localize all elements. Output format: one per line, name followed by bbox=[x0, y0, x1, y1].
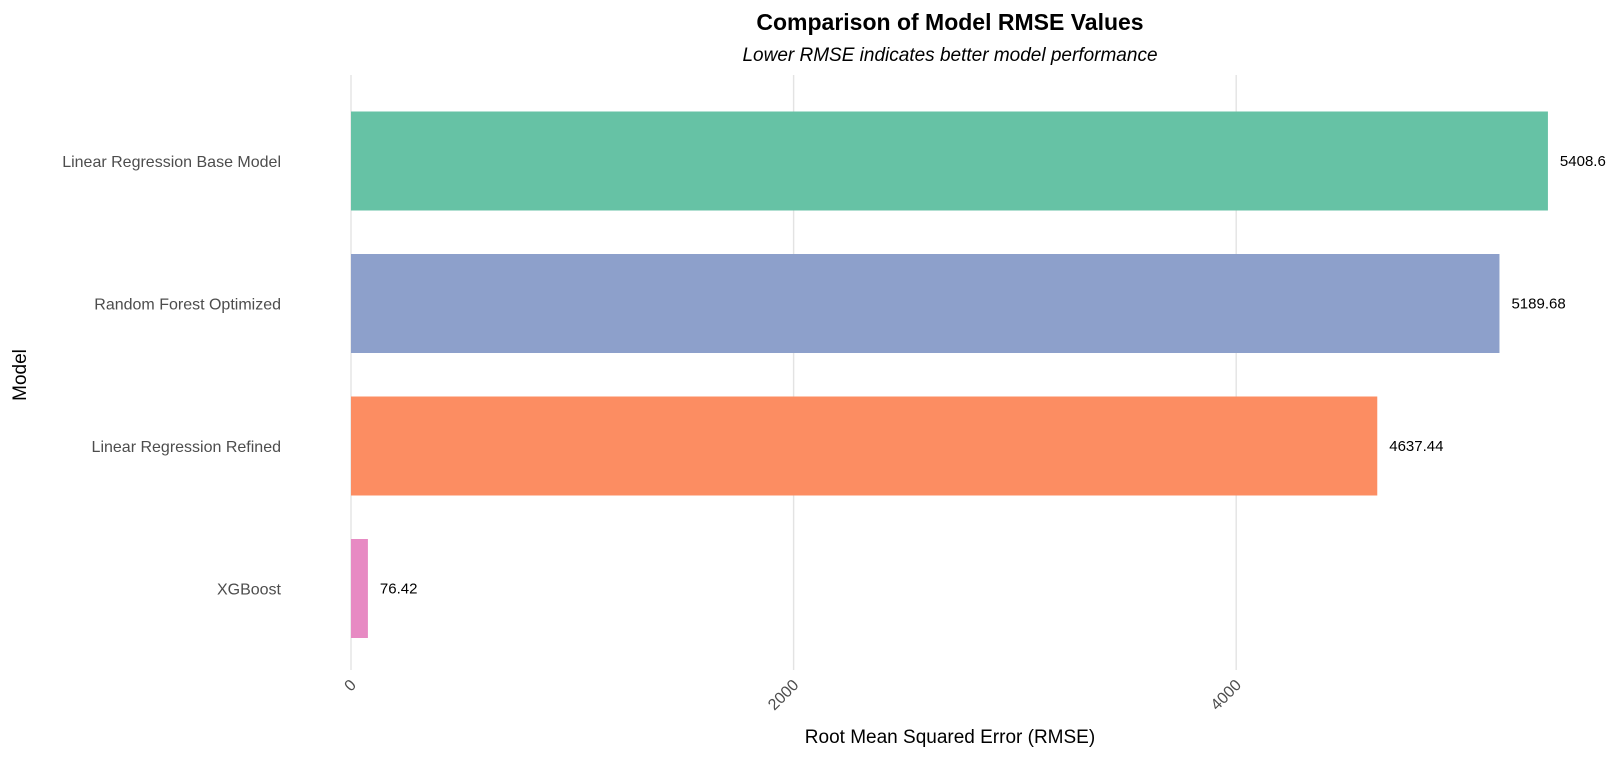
label-layer: 5408.6 5189.68 4637.44 76.42 bbox=[380, 153, 1606, 598]
data-label: 4637.44 bbox=[1389, 438, 1443, 455]
chart-title: Comparison of Model RMSE Values bbox=[756, 9, 1143, 35]
y-tick-label: Linear Regression Base Model bbox=[62, 154, 281, 171]
bar bbox=[351, 539, 368, 638]
x-tick-label: 0 bbox=[342, 677, 360, 695]
data-label: 5189.68 bbox=[1511, 296, 1565, 313]
x-axis-title: Root Mean Squared Error (RMSE) bbox=[805, 727, 1095, 748]
bar bbox=[351, 254, 1500, 353]
chart-subtitle: Lower RMSE indicates better model perfor… bbox=[742, 45, 1157, 66]
y-tick-label: Random Forest Optimized bbox=[94, 297, 281, 314]
bar-layer bbox=[351, 111, 1548, 638]
data-label: 76.42 bbox=[380, 581, 418, 598]
y-tick-label: XGBoost bbox=[217, 582, 282, 599]
x-tick-label: 4000 bbox=[1208, 677, 1245, 714]
data-label: 5408.6 bbox=[1560, 153, 1606, 170]
y-tick-label: Linear Regression Refined bbox=[92, 439, 281, 456]
y-axis-ticks: Linear Regression Base Model Random Fores… bbox=[62, 154, 281, 599]
y-axis-title: Model bbox=[10, 349, 31, 401]
x-axis-ticks: 0 2000 4000 bbox=[342, 677, 1246, 714]
x-tick-label: 2000 bbox=[765, 677, 802, 714]
bar bbox=[351, 396, 1378, 496]
bar bbox=[351, 111, 1548, 211]
